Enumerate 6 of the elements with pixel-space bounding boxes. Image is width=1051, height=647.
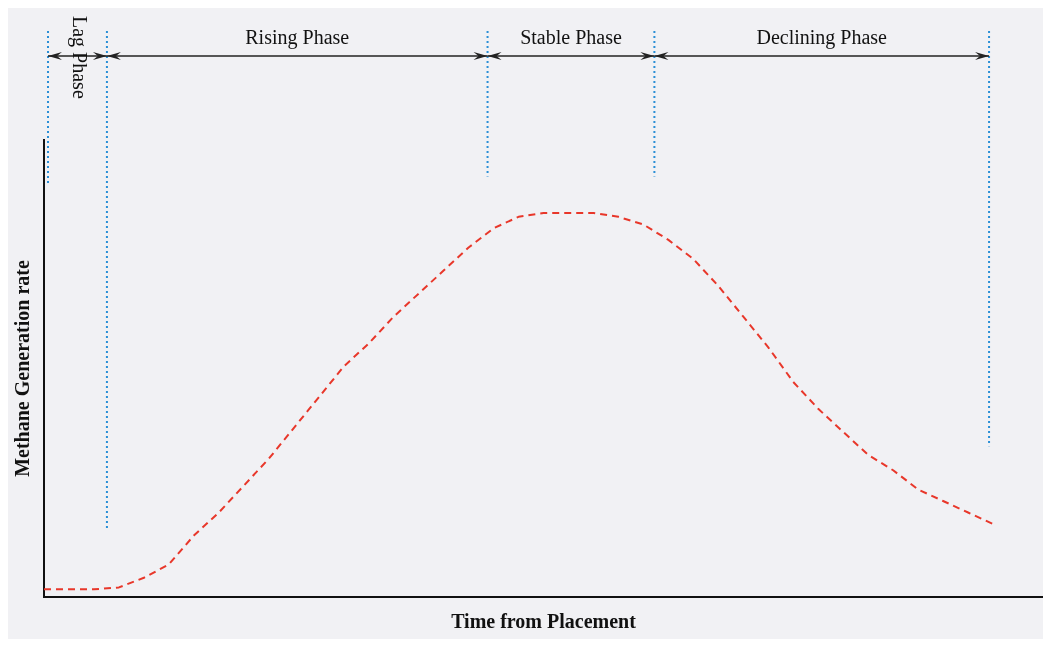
text: Stable Phase — [520, 26, 622, 48]
text: Lag Phase — [67, 16, 91, 99]
text: Declining Phase — [756, 26, 888, 49]
y-axis-title: Methane Generation rate — [11, 260, 34, 477]
x-axis-title: Time from Placement — [451, 610, 637, 633]
text: Rising Phase — [245, 26, 350, 49]
